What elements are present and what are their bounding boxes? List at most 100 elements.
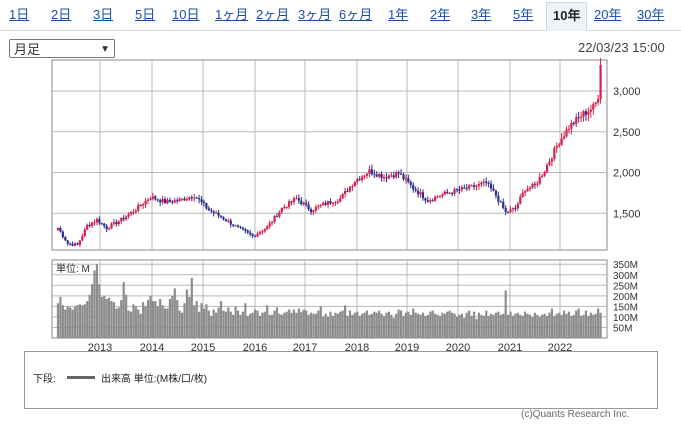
price-candle bbox=[246, 230, 249, 233]
price-candle bbox=[251, 234, 254, 236]
price-candle bbox=[412, 184, 415, 190]
volume-bar bbox=[161, 305, 164, 338]
price-candle bbox=[319, 204, 322, 206]
price-candle bbox=[387, 175, 390, 179]
price-candle bbox=[314, 206, 318, 211]
price-candle bbox=[236, 225, 240, 227]
volume-bar bbox=[268, 314, 271, 338]
price-candle bbox=[528, 187, 532, 189]
volume-bar bbox=[280, 314, 283, 338]
price-candle bbox=[348, 186, 352, 192]
price-candle bbox=[504, 207, 507, 212]
price-candle bbox=[183, 198, 186, 201]
tab-3ヶ月[interactable]: 3ヶ月 bbox=[298, 7, 332, 22]
volume-bar bbox=[555, 313, 558, 338]
price-candle bbox=[112, 222, 116, 224]
tab-20年[interactable]: 20年 bbox=[594, 7, 622, 22]
tab-3日[interactable]: 3日 bbox=[93, 7, 114, 22]
volume-bar bbox=[329, 311, 332, 338]
volume-bar bbox=[146, 300, 150, 338]
volume-bar bbox=[584, 310, 588, 338]
tab-30年[interactable]: 30年 bbox=[637, 7, 665, 22]
volume-bar bbox=[404, 312, 408, 338]
volume-bar bbox=[348, 310, 352, 338]
tab-1日[interactable]: 1日 bbox=[9, 7, 30, 22]
volume-tick-label: 50M bbox=[613, 323, 632, 334]
volume-bar bbox=[200, 303, 203, 338]
volume-bar bbox=[436, 314, 439, 338]
price-candle bbox=[426, 200, 429, 202]
volume-bar bbox=[139, 313, 142, 338]
price-candle bbox=[562, 136, 566, 139]
tab-10年[interactable]: 10年 bbox=[546, 2, 588, 31]
price-candle bbox=[363, 175, 366, 177]
price-candle bbox=[263, 229, 266, 232]
volume-bar bbox=[334, 312, 337, 338]
tab-5日[interactable]: 5日 bbox=[135, 7, 156, 22]
volume-bar bbox=[524, 311, 527, 338]
period-select[interactable]: 月足 ▼ bbox=[9, 39, 115, 58]
price-candle bbox=[465, 187, 468, 189]
price-candle bbox=[229, 220, 232, 225]
price-candle bbox=[380, 174, 383, 178]
price-candle bbox=[224, 219, 227, 221]
price-candle bbox=[73, 243, 77, 246]
volume-bar bbox=[117, 307, 120, 338]
price-candle bbox=[339, 198, 342, 202]
volume-bar bbox=[431, 310, 434, 338]
price-candle bbox=[575, 117, 578, 124]
price-candle bbox=[507, 211, 510, 213]
volume-bar bbox=[343, 305, 347, 338]
tab-1年[interactable]: 1年 bbox=[388, 7, 409, 22]
volume-bar bbox=[173, 288, 176, 338]
x-tick-label: 2015 bbox=[191, 342, 215, 351]
price-candle bbox=[59, 228, 62, 232]
volume-bar bbox=[305, 310, 308, 338]
tab-2ヶ月[interactable]: 2ヶ月 bbox=[256, 7, 290, 22]
price-candle bbox=[171, 201, 174, 203]
price-candle bbox=[93, 222, 96, 224]
price-candle bbox=[232, 224, 235, 226]
price-candle bbox=[185, 199, 189, 201]
volume-bar bbox=[210, 315, 213, 338]
volume-bar bbox=[570, 315, 573, 338]
price-candle bbox=[545, 165, 549, 172]
volume-bar bbox=[475, 319, 478, 338]
volume-bar bbox=[402, 315, 405, 338]
price-candle bbox=[446, 191, 449, 194]
price-candle bbox=[536, 183, 539, 185]
x-tick-label: 2020 bbox=[446, 342, 470, 351]
volume-bar bbox=[59, 296, 62, 338]
tab-3年[interactable]: 3年 bbox=[471, 7, 492, 22]
volume-bar bbox=[492, 314, 495, 338]
price-candle bbox=[176, 200, 179, 202]
price-candle bbox=[322, 202, 325, 205]
volume-bar bbox=[61, 305, 64, 338]
volume-bar bbox=[370, 313, 373, 338]
tab-10日[interactable]: 10日 bbox=[172, 7, 200, 22]
price-candle bbox=[117, 221, 120, 225]
price-candle bbox=[470, 185, 473, 187]
volume-bar bbox=[193, 305, 196, 338]
volume-bar bbox=[558, 312, 561, 338]
volume-bar bbox=[149, 295, 152, 338]
tab-6ヶ月[interactable]: 6ヶ月 bbox=[339, 7, 373, 22]
price-candle bbox=[519, 196, 522, 204]
price-candle bbox=[414, 189, 417, 191]
tab-5年[interactable]: 5年 bbox=[513, 7, 534, 22]
price-candle bbox=[582, 111, 585, 117]
price-candle bbox=[334, 202, 337, 204]
price-candle bbox=[125, 216, 128, 220]
tab-2日[interactable]: 2日 bbox=[51, 7, 72, 22]
price-candle bbox=[407, 178, 410, 182]
volume-bar bbox=[236, 310, 240, 338]
tab-1ヶ月[interactable]: 1ヶ月 bbox=[215, 7, 249, 22]
price-candle bbox=[309, 209, 313, 213]
volume-bar bbox=[125, 294, 128, 338]
volume-bar bbox=[300, 311, 303, 338]
volume-bar bbox=[545, 315, 549, 338]
price-candle bbox=[198, 198, 201, 200]
price-candle bbox=[370, 169, 373, 174]
x-tick-label: 2018 bbox=[345, 342, 369, 351]
tab-2年[interactable]: 2年 bbox=[430, 7, 451, 22]
